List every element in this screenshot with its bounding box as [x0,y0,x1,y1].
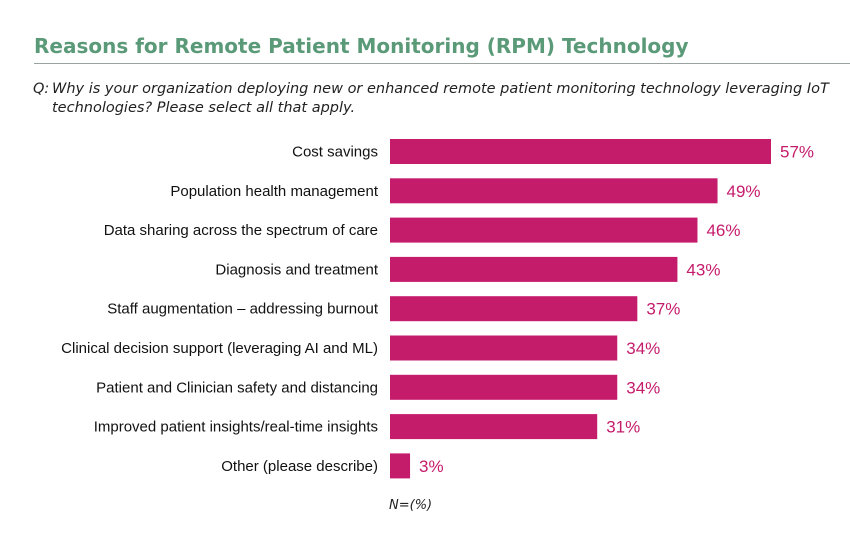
category-label: Population health management [170,183,378,200]
bar [390,139,771,164]
bar [390,335,618,361]
bars-layer: Cost savings 57% Population health managem… [61,139,814,479]
category-label: Other (please describe) [221,458,378,475]
category-label: Diagnosis and treatment [215,261,378,278]
value-label: 34% [626,378,660,397]
bar [390,296,638,322]
question-prefix: Q: [33,81,50,97]
chart-title: Reasons for Remote Patient Monitoring (R… [34,34,689,58]
sample-size-note: N=(%) [389,498,432,513]
bar [390,453,411,479]
question-text: Why is your organization deploying new o… [52,81,829,116]
bar [390,217,698,243]
bar [390,256,678,282]
survey-question: Q: Why is your organization deploying ne… [33,80,833,118]
bar [390,374,618,400]
value-label: 43% [686,260,720,279]
value-label: 34% [626,339,660,358]
bar [390,178,718,204]
category-label: Staff augmentation – addressing burnout [107,301,379,318]
title-divider [34,63,850,64]
value-label: 3% [419,457,444,476]
value-label: 49% [727,182,761,201]
value-label: 57% [780,143,814,162]
bar [390,414,598,440]
value-label: 46% [706,221,740,240]
category-label: Patient and Clinician safety and distanc… [96,379,378,396]
value-label: 37% [646,300,680,319]
category-label: Improved patient insights/real-time insi… [94,419,378,436]
category-label: Data sharing across the spectrum of care [104,222,378,239]
value-label: 31% [606,418,640,437]
category-label: Clinical decision support (leveraging AI… [61,340,378,357]
category-label: Cost savings [292,144,378,161]
